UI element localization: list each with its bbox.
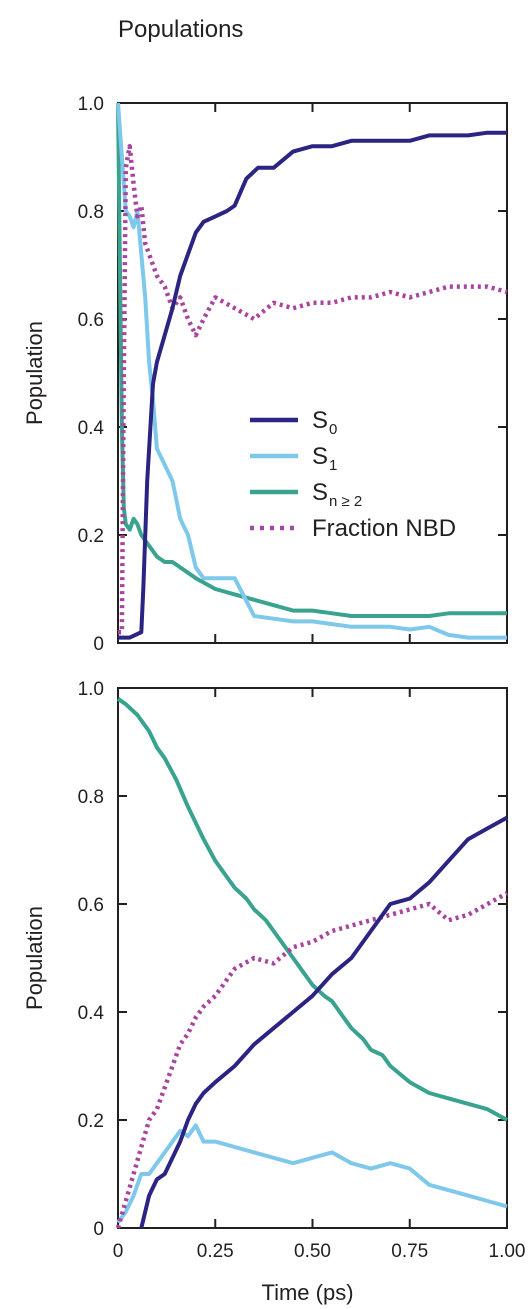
legend-label-S0: S0 bbox=[312, 407, 337, 438]
y-tick-label: 0.4 bbox=[78, 1003, 105, 1024]
bottom-panel: 00.20.40.60.81.00 0.25 0.50 0.75 1.00Populat… bbox=[22, 679, 525, 1305]
legend-label-Sn: Sn ≥ 2 bbox=[312, 479, 362, 510]
legend-label-S1: S1 bbox=[312, 443, 337, 474]
series-line-S0 bbox=[118, 130, 507, 640]
x-tick-label: 1.00 bbox=[489, 1241, 526, 1262]
x-tick-label: 0 bbox=[113, 1241, 124, 1262]
x-tick-label: 0.75 bbox=[391, 1241, 428, 1262]
y-tick-label: 1.0 bbox=[78, 679, 104, 700]
y-tick-label: 0.6 bbox=[78, 895, 104, 916]
y-tick-label: 0.2 bbox=[78, 526, 104, 547]
y-tick-label: 0.8 bbox=[78, 787, 104, 808]
y-tick-label: 0.2 bbox=[78, 1111, 104, 1132]
series-line-S1 bbox=[116, 102, 507, 640]
y-tick-label: 1.0 bbox=[78, 94, 104, 115]
legend-label-NBD: Fraction NBD bbox=[312, 515, 456, 542]
x-axis-label: Time (ps) bbox=[261, 1280, 353, 1305]
y-tick-label: 0.6 bbox=[78, 310, 104, 331]
y-tick-label: 0 bbox=[93, 1219, 104, 1240]
x-tick-label: 0.50 bbox=[294, 1241, 331, 1262]
series-line-Sn bbox=[116, 697, 508, 1122]
y-tick-label: 0 bbox=[93, 634, 104, 655]
y-tick-label: 0.4 bbox=[78, 418, 105, 439]
plot-frame bbox=[117, 102, 508, 644]
series-line-NBD bbox=[118, 143, 508, 635]
x-tick-label: 0.25 bbox=[197, 1241, 234, 1262]
top-panel: 0 0.2 0.4 0.6 0.8 1.0 Population S0 S1 Sn ≥ 2 Frac… bbox=[22, 94, 508, 655]
y-tick-label: 0.8 bbox=[78, 202, 104, 223]
series-line-S1 bbox=[116, 1123, 508, 1224]
series-line-NBD bbox=[115, 891, 509, 1229]
series-line-Sn bbox=[116, 102, 507, 618]
y-axis-label: Population bbox=[22, 321, 47, 425]
series-line-S0 bbox=[139, 815, 508, 1229]
y-axis-label: Population bbox=[22, 906, 47, 1010]
figure-title: Populations bbox=[118, 16, 244, 43]
